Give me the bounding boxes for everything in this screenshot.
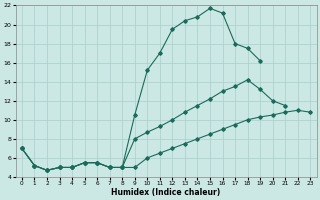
X-axis label: Humidex (Indice chaleur): Humidex (Indice chaleur): [111, 188, 221, 197]
